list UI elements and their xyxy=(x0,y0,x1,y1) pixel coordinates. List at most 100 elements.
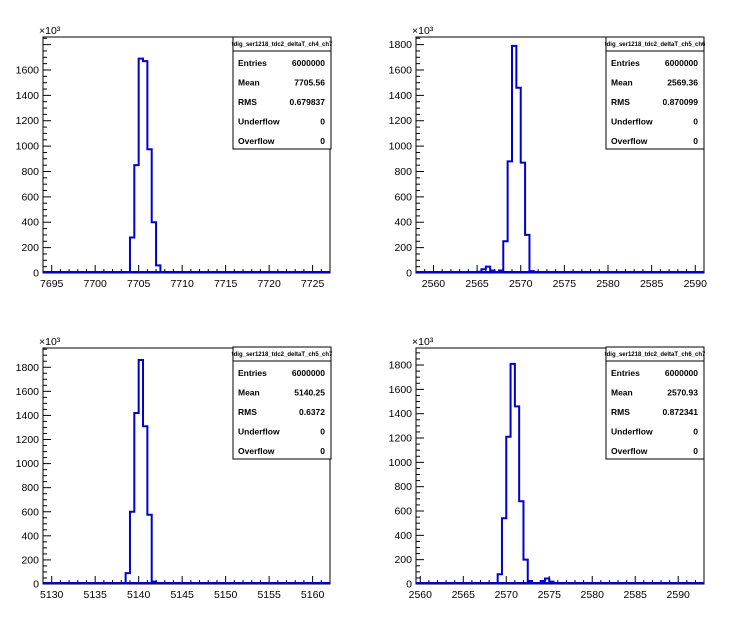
y-tick-label: 600 xyxy=(21,191,39,203)
stats-value: 6000000 xyxy=(292,368,325,378)
histogram-bin xyxy=(130,237,134,273)
stats-label: Underflow xyxy=(238,427,280,437)
x-tick-label: 7700 xyxy=(84,278,108,290)
y-exponent-label: ×10³ xyxy=(39,336,61,348)
y-tick-label: 1000 xyxy=(16,458,40,470)
y-tick-label: 1000 xyxy=(389,141,413,153)
y-tick-label: 1800 xyxy=(389,39,413,51)
histogram-bin xyxy=(134,413,138,584)
stats-value: 0 xyxy=(693,427,698,437)
stats-label: Underflow xyxy=(238,117,280,127)
stats-label: Underflow xyxy=(611,427,653,437)
histogram-bin xyxy=(511,364,515,584)
stats-value: 0 xyxy=(320,117,325,127)
histogram-bin xyxy=(508,161,512,273)
y-tick-label: 1800 xyxy=(16,362,40,374)
y-tick-label: 1200 xyxy=(389,115,413,127)
histogram-bin xyxy=(139,360,143,584)
stats-value: 6000000 xyxy=(665,58,698,68)
y-exponent-label: ×10³ xyxy=(412,336,434,348)
histogram-bin xyxy=(521,163,525,273)
stats-box-frame xyxy=(605,36,705,150)
y-tick-label: 0 xyxy=(406,579,412,591)
stats-value: 0 xyxy=(693,136,698,146)
y-tick-label: 800 xyxy=(21,482,39,494)
histogram-panel: 0 200 400 600 800 1000 1200 1400 1600 1800 2560 256… xyxy=(389,25,707,290)
stats-value: 0 xyxy=(693,446,698,456)
y-tick-label: 1800 xyxy=(389,360,413,372)
y-tick-label: 800 xyxy=(394,481,412,493)
x-tick-label: 7725 xyxy=(301,278,325,290)
y-tick-label: 0 xyxy=(33,268,39,280)
histogram-bin xyxy=(503,241,507,273)
x-tick-label: 7710 xyxy=(170,278,194,290)
histogram-bin xyxy=(502,518,506,584)
x-tick-label: 2565 xyxy=(452,589,476,601)
y-exponent-label: ×10³ xyxy=(39,25,61,37)
histogram-bin xyxy=(515,406,519,584)
histogram-bin xyxy=(523,560,527,584)
histogram-outline xyxy=(476,44,535,274)
y-tick-label: 1400 xyxy=(389,408,413,420)
stats-box: tdig_ser1218_tdc2_deltaT_ch4_ch7 Entries 6… xyxy=(232,36,333,150)
stats-value: 0 xyxy=(320,136,325,146)
x-tick-label: 5150 xyxy=(214,589,238,601)
x-tick-label: 5135 xyxy=(84,589,108,601)
histogram-bin xyxy=(143,426,147,584)
stats-value: 6000000 xyxy=(292,58,325,68)
stats-value: 0.679837 xyxy=(290,97,326,107)
y-tick-label: 400 xyxy=(21,217,39,229)
histogram-bin xyxy=(147,515,151,584)
x-tick-label: 5130 xyxy=(40,589,64,601)
x-tick-label: 2590 xyxy=(684,278,708,290)
stats-value: 0 xyxy=(320,446,325,456)
x-tick-label: 5140 xyxy=(127,589,151,601)
stats-label: RMS xyxy=(611,97,630,107)
stats-value: 0.870099 xyxy=(663,97,699,107)
y-tick-label: 400 xyxy=(394,217,412,229)
x-tick-label: 2575 xyxy=(538,589,562,601)
histogram-bin xyxy=(152,222,156,273)
stats-label: Mean xyxy=(238,388,260,398)
y-tick-label: 800 xyxy=(394,166,412,178)
y-tick-label: 600 xyxy=(394,506,412,518)
histogram-bin xyxy=(516,88,520,273)
stats-label: Overflow xyxy=(611,446,648,456)
stats-label: Underflow xyxy=(611,117,653,127)
y-tick-label: 0 xyxy=(406,268,412,280)
x-tick-label: 2570 xyxy=(495,589,519,601)
stats-label: Mean xyxy=(611,388,633,398)
y-tick-label: 200 xyxy=(394,554,412,566)
histogram-outline xyxy=(120,359,158,585)
y-tick-label: 0 xyxy=(33,579,39,591)
x-tick-label: 2575 xyxy=(553,278,577,290)
y-tick-label: 600 xyxy=(21,506,39,518)
y-tick-label: 1200 xyxy=(389,433,413,445)
y-tick-label: 200 xyxy=(21,554,39,566)
histogram-bin xyxy=(134,165,138,273)
histogram-panel: 0 200 400 600 800 1000 1200 1400 1600 1800 2560 256… xyxy=(389,336,706,601)
y-tick-label: 400 xyxy=(21,530,39,542)
x-tick-label: 2565 xyxy=(465,278,489,290)
stats-box-frame xyxy=(605,346,705,460)
y-tick-label: 600 xyxy=(394,191,412,203)
x-tick-label: 7695 xyxy=(40,278,64,290)
histogram-panel: 0 200 400 600 800 1000 1200 1400 1600 7695 7700 770… xyxy=(16,25,333,290)
x-tick-label: 2570 xyxy=(509,278,533,290)
y-tick-label: 1600 xyxy=(16,64,40,76)
histogram-outline xyxy=(492,362,559,585)
x-tick-label: 2585 xyxy=(624,589,648,601)
histogram-title: tdig_ser1218_tdc2_deltaT_ch5_ch6 xyxy=(605,42,706,48)
stats-label: RMS xyxy=(238,407,257,417)
histogram-bin xyxy=(506,437,510,584)
histogram-outline xyxy=(124,57,166,274)
stats-label: Entries xyxy=(611,58,640,68)
stats-value: 2569.36 xyxy=(667,78,698,88)
stats-value: 0.6372 xyxy=(299,407,325,417)
y-tick-label: 1400 xyxy=(389,90,413,102)
stats-value: 5140.25 xyxy=(294,388,325,398)
stats-label: Mean xyxy=(611,78,633,88)
stats-box: tdig_ser1218_tdc2_deltaT_ch5_ch7 Entries 6… xyxy=(232,346,333,460)
stats-label: RMS xyxy=(238,97,257,107)
